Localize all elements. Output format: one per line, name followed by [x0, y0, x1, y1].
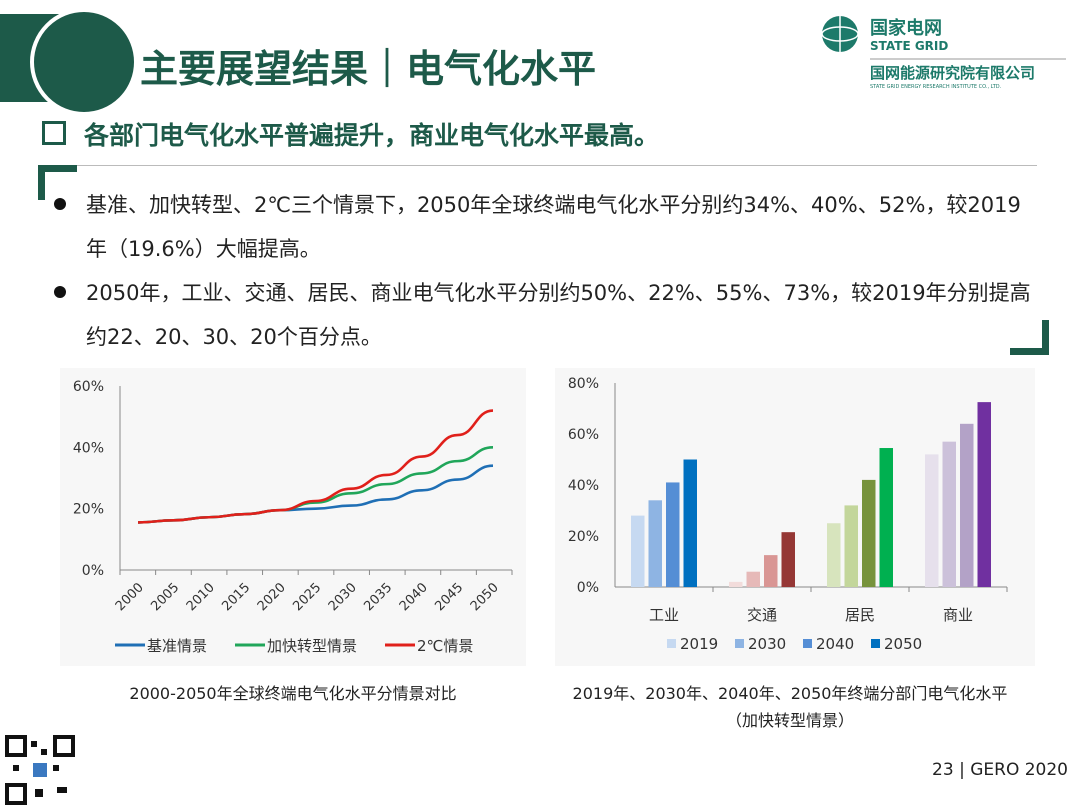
x-tick-label: 2010 — [184, 580, 218, 614]
x-tick-label: 2035 — [361, 580, 395, 614]
y-tick-label: 20% — [568, 529, 599, 545]
y-tick-label: 0% — [577, 580, 599, 596]
header-circle — [30, 8, 138, 116]
y-tick-label: 40% — [568, 478, 599, 494]
bar-chart-caption: 2019年、2030年、2040年、2050年终端分部门电气化水平 — [572, 684, 1008, 703]
legend-swatch — [667, 639, 676, 648]
bullet-item: 2050年，工业、交通、居民、商业电气化水平分别约50%、22%、55%、73%… — [50, 271, 1040, 359]
bar-居民-2050 — [879, 448, 893, 587]
x-category-label: 交通 — [747, 606, 777, 624]
y-tick-label: 60% — [568, 427, 599, 443]
x-category-label: 居民 — [845, 606, 875, 624]
institute-en: STATE GRID ENERGY RESEARCH INSTITUTE CO.… — [870, 84, 1002, 90]
bar-chart-panel: 0% 20% 40% 60% 80% 工业 交通 居民 商业 2019 2030 2040 2050 — [555, 368, 1035, 666]
qr-code — [5, 735, 75, 805]
series-line-0 — [137, 464, 494, 524]
bar-交通-2030 — [746, 571, 760, 587]
line-chart-panel: 0% 20% 40% 60% 2000 2005 2010 2015 2020 2025 2030 2… — [60, 368, 526, 666]
x-tick-label: 2000 — [113, 580, 147, 614]
x-tick-label: 2015 — [219, 580, 253, 614]
x-tick-label: 2050 — [468, 580, 502, 614]
logo-cn: 国家电网 — [870, 17, 942, 39]
y-tick-label: 0% — [82, 563, 104, 579]
bar-工业-2040 — [666, 482, 680, 587]
bullet-list: 基准、加快转型、2℃三个情景下，2050年全球终端电气化水平分别约34%、40%… — [50, 183, 1040, 359]
bar-工业-2030 — [648, 500, 662, 587]
corner-bracket — [38, 165, 77, 200]
x-category-label: 工业 — [649, 606, 679, 624]
legend-label: 2040 — [816, 635, 854, 653]
page-number: 23 | GERO 2020 — [932, 760, 1068, 780]
bar-居民-2040 — [862, 479, 876, 587]
legend-label: 基准情景 — [147, 637, 207, 655]
legend-swatch — [735, 639, 744, 648]
y-tick-label: 80% — [568, 376, 599, 392]
bar-chart: 0% 20% 40% 60% 80% 工业 交通 居民 商业 2019 2030 2040 2050 — [568, 376, 1008, 653]
legend-label: 2℃情景 — [417, 637, 473, 655]
globe-icon: 国家电网 STATE GRID 国网能源研究院有限公司 STATE GRID E… — [821, 16, 1066, 90]
x-tick-label: 2045 — [432, 580, 466, 614]
legend-label: 2030 — [748, 635, 786, 653]
legend-swatch — [871, 639, 880, 648]
state-grid-logo: 国家电网 STATE GRID 国网能源研究院有限公司 STATE GRID E… — [818, 12, 1068, 90]
bar-商业-2050 — [977, 402, 991, 587]
y-tick-label: 40% — [73, 440, 104, 456]
bar-工业-2019 — [631, 515, 645, 587]
series-line-2 — [137, 409, 494, 524]
bar-交通-2019 — [729, 581, 743, 587]
bar-居民-2030 — [844, 505, 858, 587]
subheading-text: 各部门电气化水平普遍提升，商业电气化水平最高。 — [84, 121, 660, 150]
logo-en: STATE GRID — [870, 39, 948, 53]
bar-chart-subcaption: （加快转型情景） — [725, 711, 854, 730]
bar-商业-2040 — [960, 423, 974, 587]
bar-交通-2050 — [781, 532, 795, 587]
x-category-label: 商业 — [943, 606, 973, 624]
legend-label: 2019 — [680, 635, 718, 653]
legend-label: 加快转型情景 — [267, 637, 357, 655]
line-chart: 0%20%40%60%2000 2005 2010 2015 2020 2025 2030 2… — [73, 379, 513, 655]
bar-交通-2040 — [764, 555, 778, 587]
square-bullet-icon — [42, 121, 66, 145]
x-tick-label: 2030 — [326, 580, 360, 614]
legend-label: 2050 — [884, 635, 922, 653]
bullet-box — [42, 165, 1037, 351]
subheading: 各部门电气化水平普遍提升，商业电气化水平最高。 — [42, 116, 659, 152]
legend-swatch — [803, 639, 812, 648]
y-tick-label: 20% — [73, 502, 104, 518]
x-tick-label: 2020 — [255, 580, 289, 614]
line-chart-caption: 2000-2050年全球终端电气化水平分情景对比 — [129, 684, 457, 703]
x-tick-label: 2025 — [290, 580, 324, 614]
bar-商业-2030 — [942, 441, 956, 587]
y-tick-label: 60% — [73, 379, 104, 395]
bullet-item: 基准、加快转型、2℃三个情景下，2050年全球终端电气化水平分别约34%、40%… — [50, 183, 1040, 271]
bar-居民-2019 — [827, 523, 841, 587]
x-tick-label: 2005 — [148, 580, 182, 614]
x-tick-label: 2040 — [397, 580, 431, 614]
page-title: 主要展望结果｜电气化水平 — [140, 47, 597, 91]
bar-工业-2050 — [683, 459, 697, 587]
institute-cn: 国网能源研究院有限公司 — [870, 64, 1035, 82]
bar-商业-2019 — [925, 454, 939, 587]
corner-bracket — [1010, 320, 1049, 355]
